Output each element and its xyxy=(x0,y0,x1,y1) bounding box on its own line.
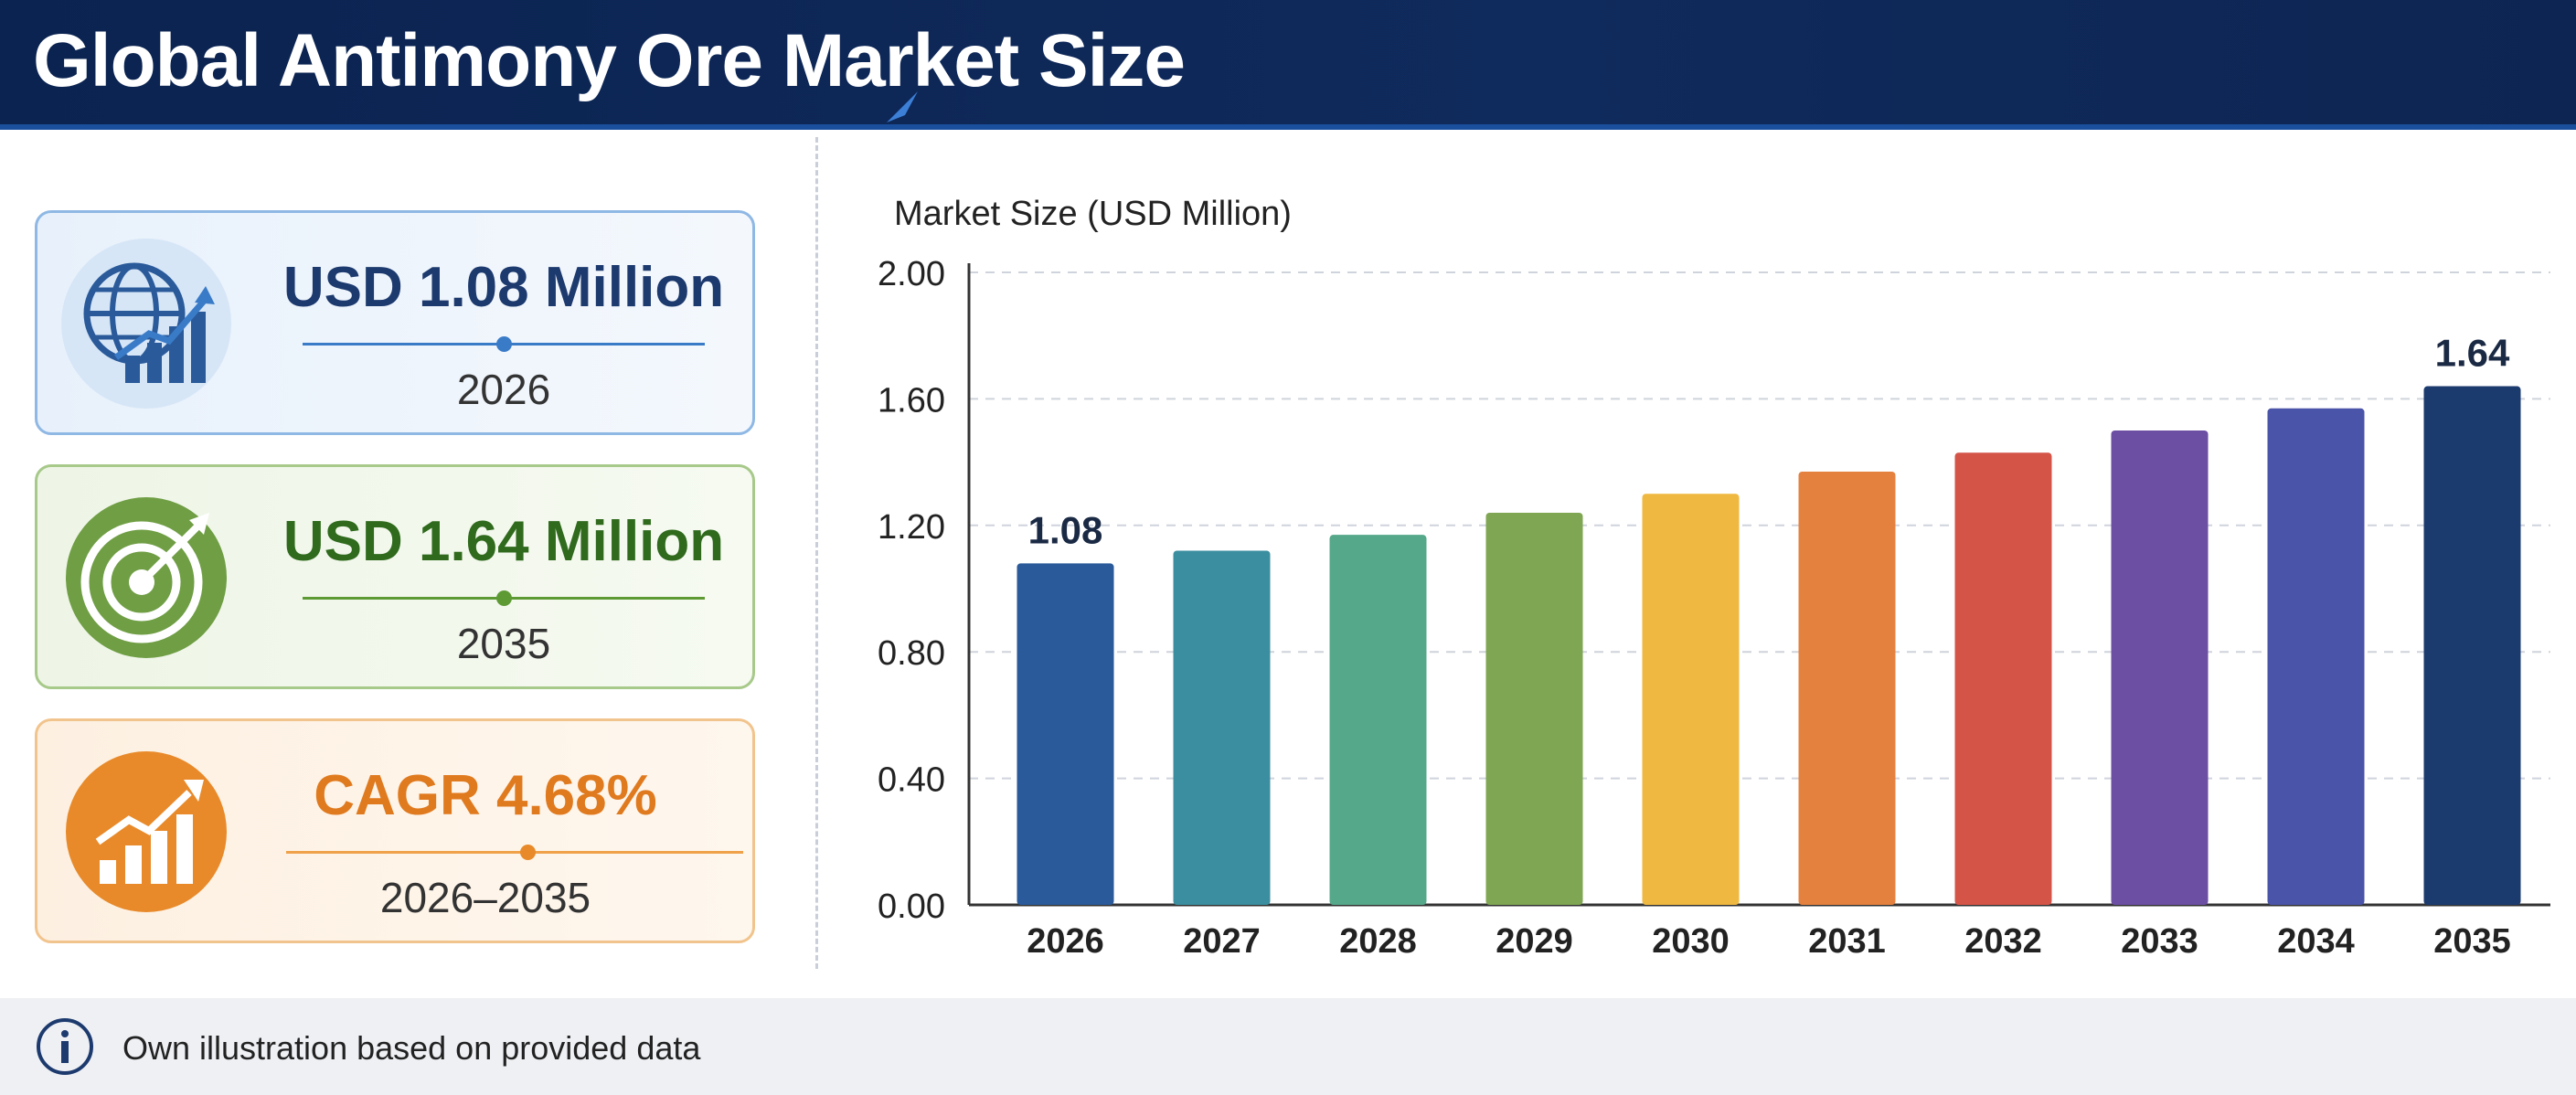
kpi-value-cagr: CAGR 4.68% xyxy=(314,764,657,827)
kpi-card-2026: USD 1.08 Million 2026 xyxy=(35,210,755,435)
market-size-bar-chart: Market Size (USD Million) 0.00 0.40 0.80 1.2… xyxy=(878,195,2550,961)
y-tick-label: 1.60 xyxy=(878,381,945,420)
kpi-divider-dot xyxy=(496,336,512,352)
panel-divider xyxy=(815,137,818,969)
footer-bar: Own illustration based on provided data xyxy=(0,998,2576,1095)
kpi-divider-line xyxy=(286,851,743,854)
bar-2030 xyxy=(1642,494,1740,905)
x-tick-label: 2029 xyxy=(1496,922,1573,961)
y-tick-label: 0.80 xyxy=(878,634,945,673)
header-bar: Global Antimony Ore Market Size xyxy=(0,0,2576,130)
bar-2031 xyxy=(1798,471,1896,905)
bar-2032 xyxy=(1954,452,2052,905)
kpi-label-2026: 2026 xyxy=(456,366,551,413)
bar-2035 xyxy=(2423,386,2521,905)
kpi-card-cagr: CAGR 4.68% 2026–2035 xyxy=(35,718,755,943)
data-label: 1.08 xyxy=(1028,508,1103,551)
bar-2034 xyxy=(2267,408,2365,905)
x-tick-label: 2026 xyxy=(1027,922,1104,961)
bar-2026 xyxy=(1017,563,1114,905)
kpi-label-2035: 2035 xyxy=(456,620,551,667)
globe-growth-icon xyxy=(61,239,231,409)
accent-swoosh-icon xyxy=(887,91,918,122)
kpi-label-cagr-period: 2026–2035 xyxy=(379,874,591,921)
bar-2027 xyxy=(1173,550,1271,905)
kpi-card-2035: USD 1.64 Million 2035 xyxy=(35,464,755,689)
x-tick-label: 2028 xyxy=(1339,922,1417,961)
page-title: Global Antimony Ore Market Size xyxy=(33,19,1186,102)
x-tick-label: 2032 xyxy=(1964,922,2042,961)
y-axis-label: Market Size (USD Million) xyxy=(894,195,1292,233)
bar-2029 xyxy=(1485,512,1583,905)
x-tick-label: 2027 xyxy=(1183,922,1261,961)
x-tick-label: 2030 xyxy=(1652,922,1730,961)
kpi-divider-dot xyxy=(496,590,512,606)
y-tick-label: 2.00 xyxy=(878,255,945,293)
kpi-value-2035: USD 1.64 Million xyxy=(282,510,725,573)
data-label: 1.64 xyxy=(2435,332,2510,375)
x-tick-label: 2035 xyxy=(2433,922,2511,961)
target-icon xyxy=(66,497,227,658)
bar-2033 xyxy=(2111,431,2209,905)
bar-2028 xyxy=(1329,535,1427,905)
footer-source-note: Own illustration based on provided data xyxy=(122,1029,701,1067)
kpi-value-2026: USD 1.08 Million xyxy=(282,256,725,319)
x-tick-label: 2034 xyxy=(2277,922,2355,961)
info-icon xyxy=(37,1018,93,1075)
y-tick-label: 1.20 xyxy=(878,508,945,547)
growth-chart-icon xyxy=(66,751,227,912)
x-tick-label: 2031 xyxy=(1808,922,1886,961)
kpi-divider-dot xyxy=(520,845,536,860)
y-tick-label: 0.00 xyxy=(878,888,945,926)
x-tick-label: 2033 xyxy=(2121,922,2198,961)
y-tick-label: 0.40 xyxy=(878,761,945,800)
